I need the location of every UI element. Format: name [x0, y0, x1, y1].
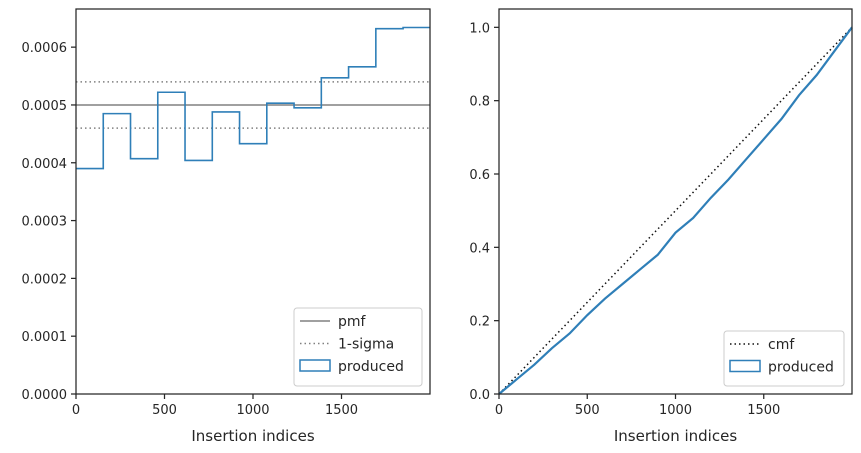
x-axis-label: Insertion indices [614, 427, 737, 445]
series-produced-step [76, 26, 430, 170]
left-panel-pmf: 0 500 1000 1500 0.00000.00010.00020.00030.0… [22, 8, 431, 445]
legend-label-produced: produced [338, 359, 404, 375]
series-layer [76, 26, 430, 170]
y-tick-label: 0.4 [469, 241, 490, 256]
legend-label-produced: produced [768, 360, 834, 376]
axes-frame [498, 8, 853, 395]
series-layer [498, 26, 853, 395]
legend-label-1-sigma: 1-sigma [338, 337, 394, 353]
x-tick-label: 1000 [659, 403, 692, 418]
right-panel-cmf: 0 500 1000 1500 0.0 0.2 0.4 0.6 0.8 1.0 Insertio… [469, 8, 853, 445]
series-produced-line [498, 26, 853, 395]
x-tick-label: 1500 [747, 403, 780, 418]
y-tick-label: 1.0 [469, 21, 490, 36]
x-tick-label: 1000 [236, 403, 269, 418]
axes-frame [75, 8, 431, 395]
legend-label-pmf: pmf [338, 314, 367, 330]
y-tick-label: 0.0004 [22, 157, 68, 172]
y-tick-label: 0.6 [469, 168, 490, 183]
reference-lines [76, 81, 430, 129]
y-tick-label: 0.0002 [22, 272, 68, 287]
y-tick-label: 0.0005 [22, 99, 68, 114]
y-tick-label: 0.0006 [22, 41, 68, 56]
y-tick-label: 0.0003 [22, 215, 68, 230]
legend-frame [293, 307, 423, 387]
y-axis-ticks: 0.0000 0.0001 0.0002 0.0003 0.0004 0.0005 0.00… [22, 41, 76, 403]
x-tick-label: 0 [495, 403, 503, 418]
x-tick-label: 500 [575, 403, 600, 418]
x-axis-ticks: 0 500 1000 1500 [72, 394, 358, 418]
y-axis-ticks: 0.0 0.2 0.4 0.6 0.8 1.0 [469, 21, 499, 403]
y-tick-label: 0.0 [469, 388, 490, 403]
y-tick-label: 0.0000 [22, 388, 68, 403]
x-tick-label: 500 [152, 403, 177, 418]
x-axis-ticks: 0 500 1000 1500 [495, 394, 780, 418]
y-tick-label: 0.8 [469, 95, 490, 110]
x-axis-label: Insertion indices [191, 427, 314, 445]
legend-swatch-produced [729, 359, 761, 373]
legend: cmf produced [723, 330, 845, 387]
x-tick-label: 1500 [325, 403, 358, 418]
series-cmf-line [498, 26, 853, 395]
legend: pmf 1-sigma produced [293, 307, 423, 387]
legend-swatch-produced [299, 359, 331, 372]
legend-label-cmf: cmf [768, 337, 795, 353]
y-tick-label: 0.2 [469, 315, 490, 330]
y-tick-label: 0.0001 [22, 330, 68, 345]
x-tick-label: 0 [72, 403, 80, 418]
